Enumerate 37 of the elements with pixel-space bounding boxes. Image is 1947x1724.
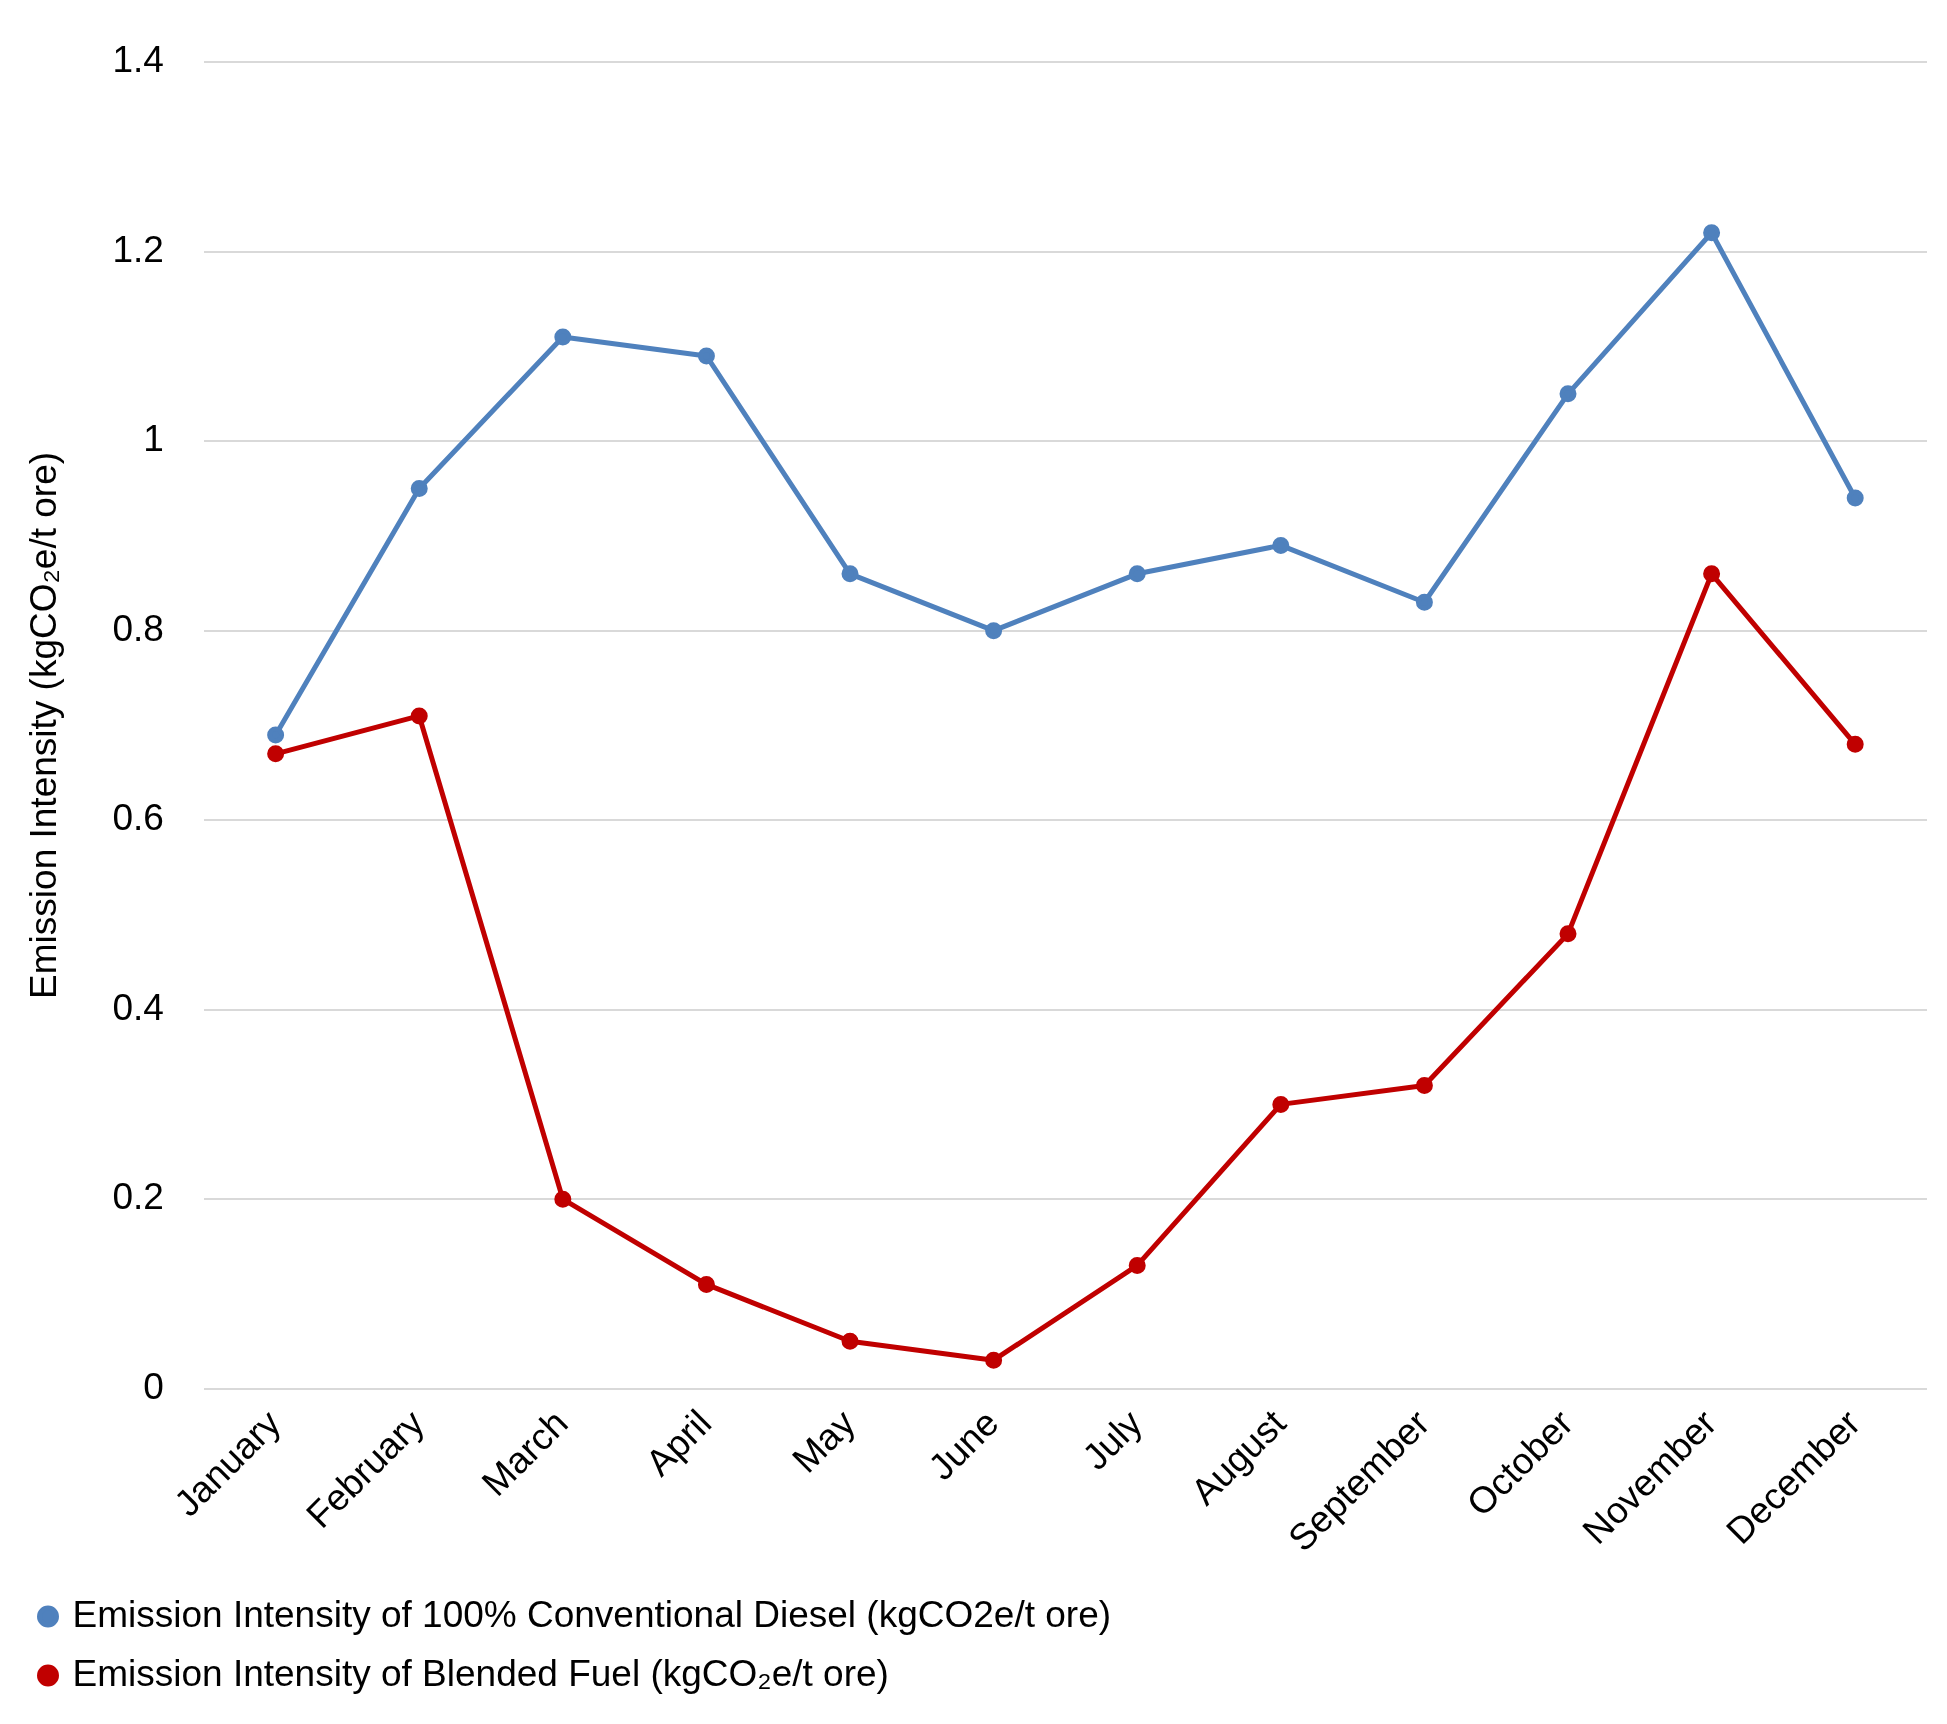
point (985, 622, 1003, 640)
point (1415, 593, 1433, 611)
legend-label: Emission Intensity of 100% Conventional Diesel (kgCO2e/t ore) (72, 1593, 1112, 1635)
point (1846, 735, 1864, 753)
legend-label: Emission Intensity of Blended Fuel (kgCO₂e/t ore) (72, 1652, 889, 1694)
y-axis-title: Emission Intensity (kgCO₂e/t ore) (23, 451, 65, 999)
y-tick-label: 0.2 (112, 1176, 164, 1218)
y-tick-label: 0 (143, 1365, 164, 1407)
point (1272, 1095, 1290, 1113)
x-tick-label: July (1074, 1401, 1151, 1478)
point (1559, 925, 1577, 943)
y-tick-label: 0.4 (112, 986, 164, 1028)
point (410, 480, 428, 498)
point (697, 1275, 715, 1293)
y-tick-label: 0.6 (112, 797, 164, 839)
y-tick-label: 1 (143, 418, 164, 460)
point (841, 565, 859, 583)
point (985, 1351, 1003, 1369)
y-tick-label: 0.8 (112, 607, 164, 649)
point (1559, 385, 1577, 403)
point (554, 1190, 572, 1208)
point (554, 328, 572, 346)
point (410, 707, 428, 725)
point (841, 1332, 859, 1350)
point (697, 347, 715, 365)
point (1415, 1076, 1433, 1094)
point (267, 745, 285, 763)
point (267, 726, 285, 744)
point (1846, 489, 1864, 507)
point (1128, 565, 1146, 583)
y-tick-label: 1.2 (112, 228, 164, 270)
point (1703, 224, 1721, 242)
y-tick-label: 1.4 (112, 39, 164, 81)
point (1272, 536, 1290, 554)
x-tick-label: May (784, 1401, 864, 1481)
point (1128, 1256, 1146, 1274)
point (1703, 565, 1721, 583)
